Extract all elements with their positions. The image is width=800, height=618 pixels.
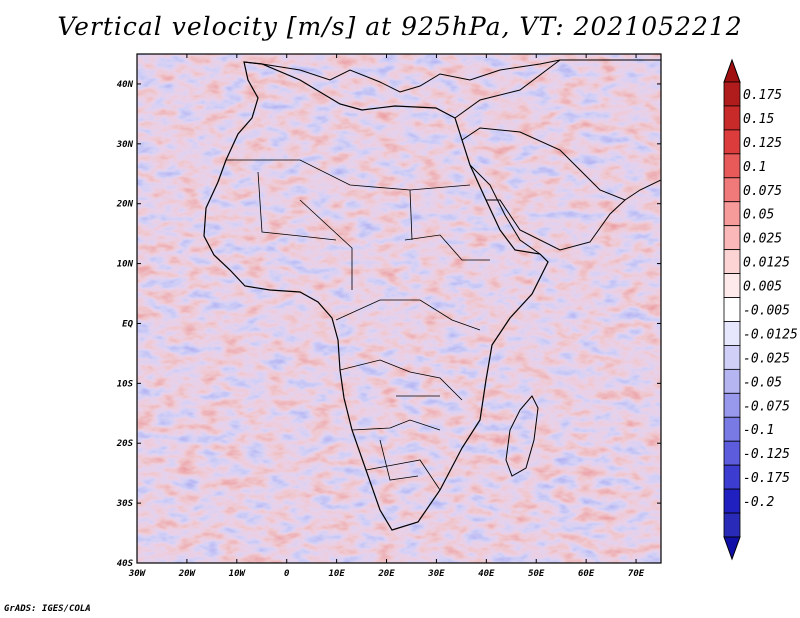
lon-tick-label: 40E	[478, 569, 495, 579]
lat-tick-label: 30S	[116, 499, 134, 509]
colorbar-label: 0.075	[743, 184, 782, 199]
colorbar-segment	[723, 392, 741, 418]
colorbar-bottom-arrow	[723, 536, 741, 561]
lon-tick-label: 30E	[427, 569, 445, 579]
colorbar-label: 0.15	[743, 112, 774, 127]
colorbar-label: 0.005	[743, 280, 782, 295]
colorbar-segment	[723, 129, 741, 155]
colorbar-top-arrow	[723, 58, 741, 83]
colorbar-segment	[723, 225, 741, 251]
colorbar-segment	[723, 249, 741, 274]
europe-coastline	[243, 59, 561, 93]
lat-tick-label: 10N	[117, 260, 134, 270]
colorbar-label: 0.1	[743, 160, 766, 175]
lon-tick-label: 30W	[128, 569, 147, 579]
colorbar-segment	[723, 488, 741, 514]
lon-tick-label: 0	[284, 569, 290, 579]
colorbar-segment	[723, 273, 741, 298]
colorbar-segment	[723, 464, 741, 490]
lat-tick-label: 20S	[116, 439, 134, 449]
colorbar-segment	[723, 416, 741, 442]
map-frame	[136, 53, 662, 564]
colorbar-label: 0.0125	[743, 256, 790, 271]
lon-tick-label: 20W	[178, 569, 197, 579]
map-axes: 30W 20W 10W 0 10E 20E 30E 40E 50E 60E 70E 40N 30N 20N…	[116, 54, 661, 579]
lat-tick-label: 40N	[117, 80, 134, 90]
lon-tick-label: 60E	[578, 569, 595, 579]
colorbar-segment	[723, 440, 741, 466]
lat-tick-label: 40S	[117, 559, 134, 569]
lat-tick-label: EQ	[122, 319, 133, 329]
lat-tick-label: 30N	[116, 140, 134, 150]
lon-tick-label: 70E	[628, 569, 645, 579]
colorbar-segment	[723, 153, 741, 179]
colorbar-label: -0.175	[743, 471, 790, 486]
colorbar-segment	[723, 201, 741, 227]
colorbar-label: -0.025	[743, 351, 790, 366]
colorbar-segment	[723, 177, 741, 203]
colorbar-label: -0.005	[743, 304, 790, 319]
red-sea-coast	[469, 164, 626, 255]
colorbar-label: 0.125	[743, 136, 782, 151]
lon-tick-label: 10E	[328, 569, 345, 579]
lat-tick-label: 10S	[117, 379, 134, 389]
colorbar-segment	[723, 81, 741, 107]
madagascar-coastline	[505, 395, 539, 477]
colorbar-segment	[723, 368, 741, 394]
lon-tick-label: 20E	[377, 569, 395, 579]
colorbar-segment	[723, 105, 741, 131]
colorbar-label: 0.025	[743, 232, 782, 247]
colorbar-segment	[723, 512, 741, 538]
colorbar-segment	[723, 321, 741, 346]
colorbar-label: -0.0125	[743, 327, 798, 342]
arabia-coastline	[454, 59, 661, 201]
plot-title: Vertical velocity [m/s] at 925hPa, VT: 2…	[57, 12, 743, 41]
lon-tick-label: 50E	[528, 569, 545, 579]
credit-label: GrADS: IGES/COLA	[4, 604, 91, 614]
lon-tick-label: 10W	[229, 569, 247, 579]
colorbar-label: -0.2	[743, 495, 774, 510]
africa-coastline	[203, 61, 549, 531]
colorbar-label: -0.075	[743, 399, 790, 414]
colorbar-label: -0.1	[743, 423, 774, 438]
colorbar-segment	[723, 345, 741, 370]
colorbar-label: -0.125	[743, 447, 790, 462]
country-borders	[226, 159, 490, 491]
vertical-velocity-field	[137, 54, 661, 563]
colorbar-label: -0.05	[743, 375, 782, 390]
colorbar-label: 0.175	[743, 88, 782, 103]
colorbar-segment	[723, 297, 741, 322]
lat-tick-label: 20N	[116, 200, 134, 210]
colorbar-label: 0.05	[743, 208, 774, 223]
colorbar: 0.175 0.15 0.125 0.1 0.075 0.05 0.025 0.0125 0.0…	[723, 58, 798, 561]
